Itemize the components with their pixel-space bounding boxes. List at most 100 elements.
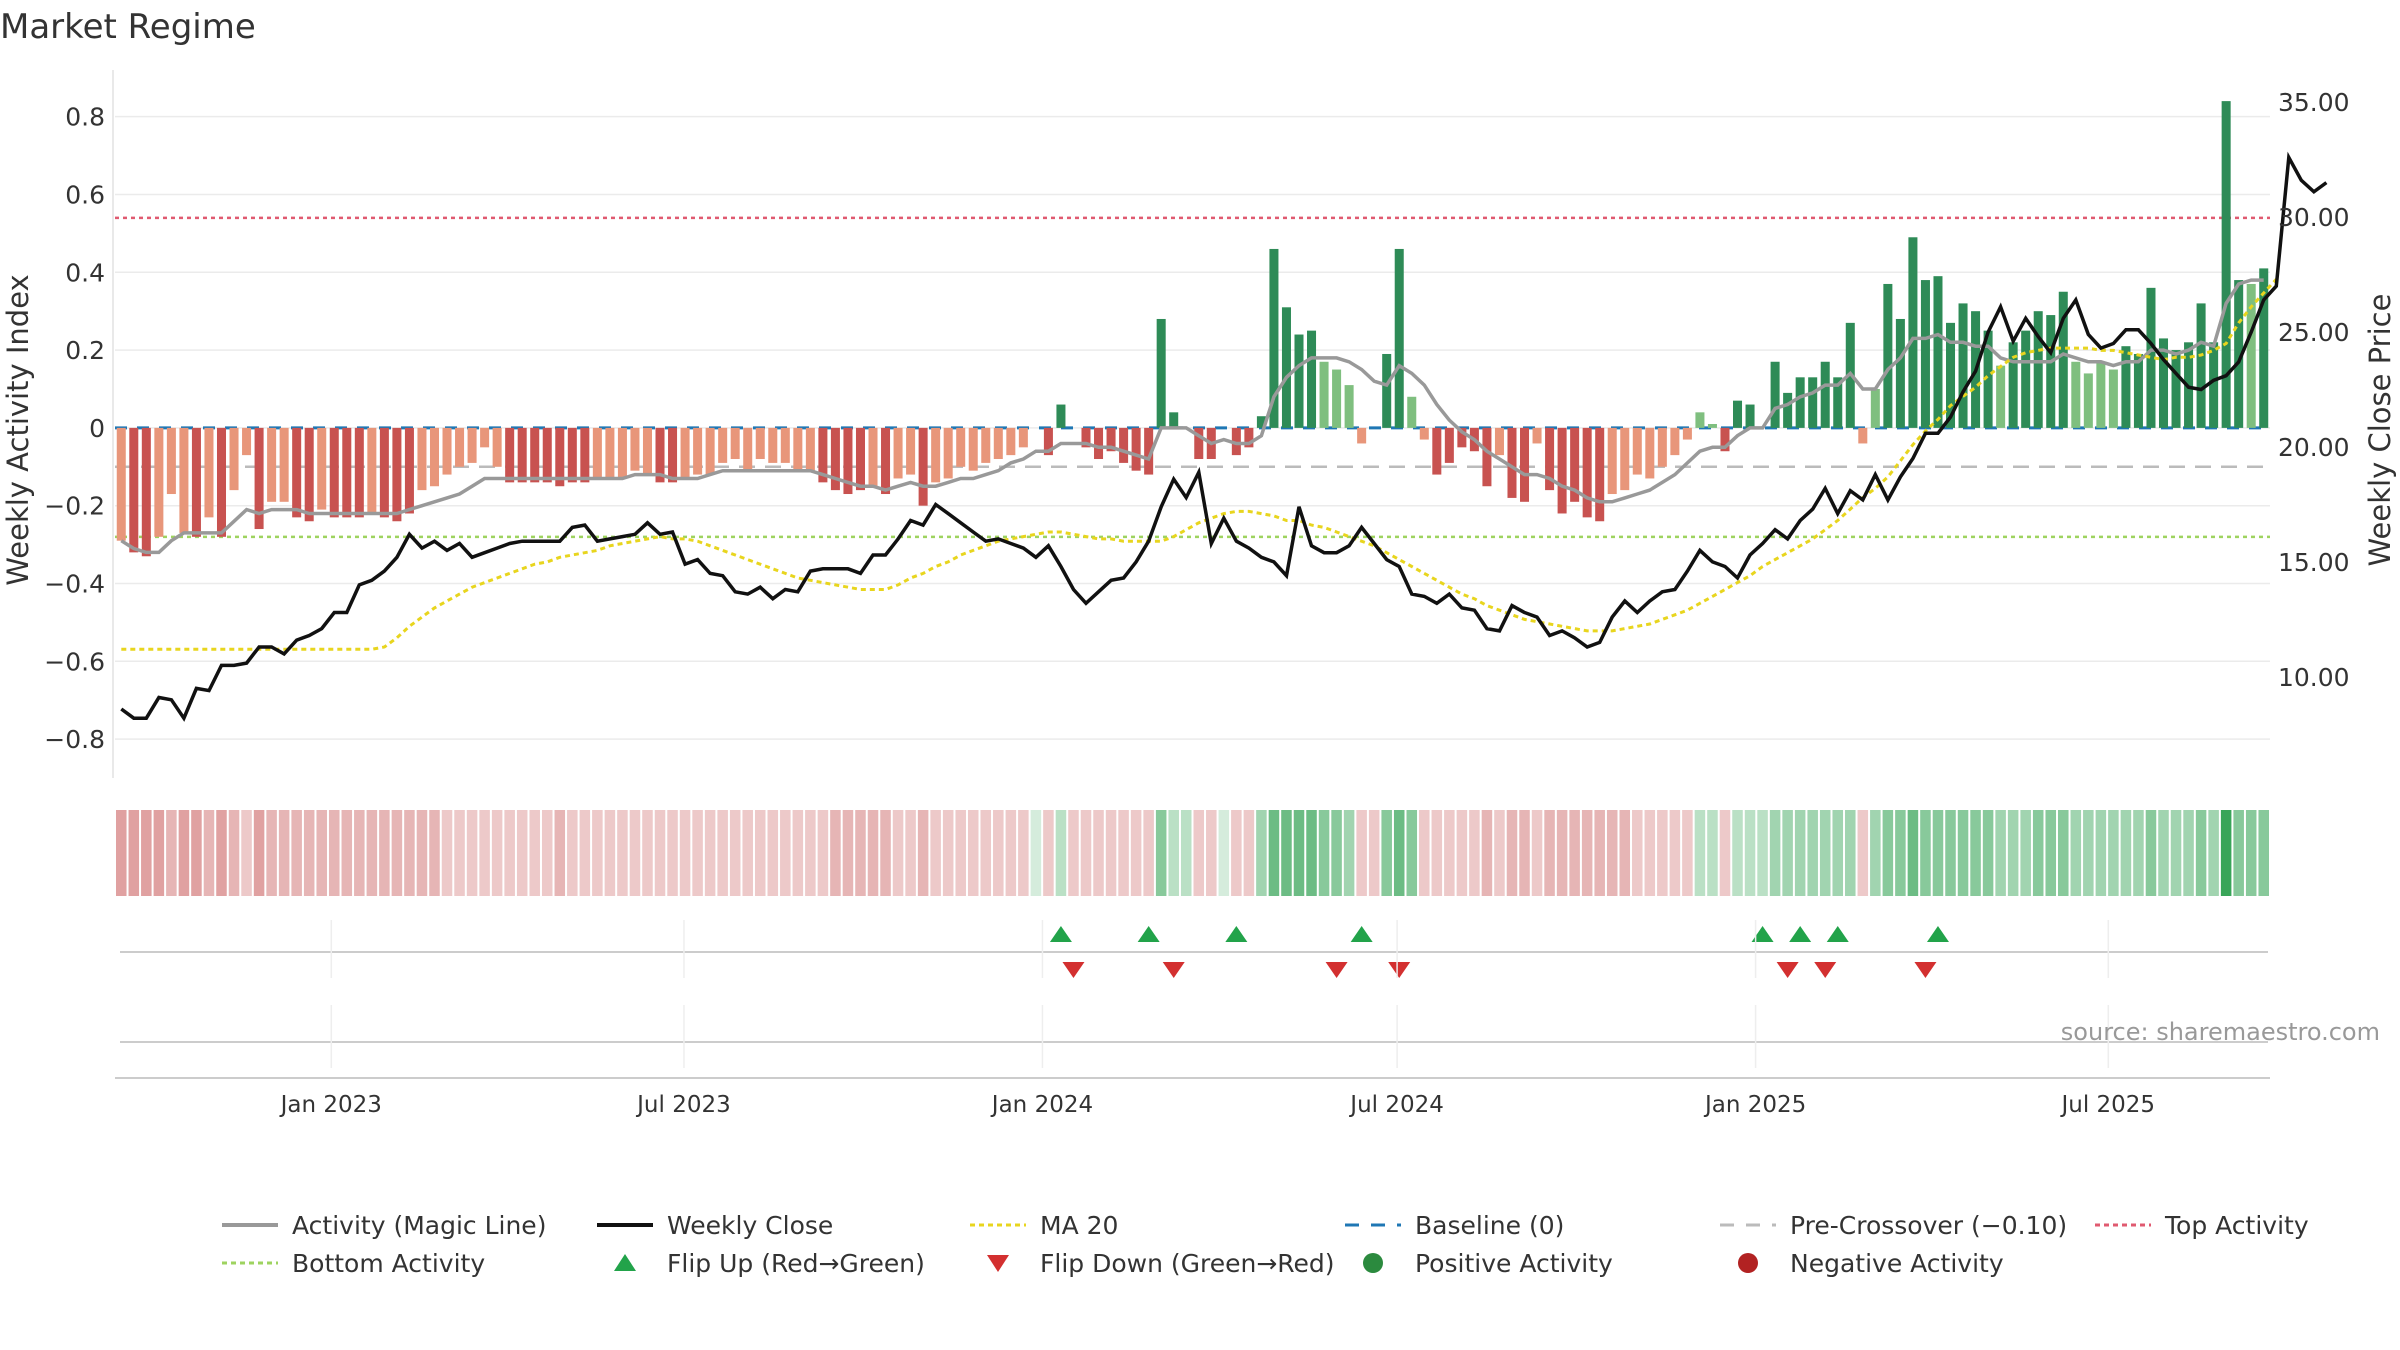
regime-strip-cell xyxy=(228,810,240,896)
activity-bar xyxy=(1745,404,1755,428)
y-tick-label-left: −0.4 xyxy=(44,569,105,598)
regime-strip-cell xyxy=(429,810,440,896)
activity-bar xyxy=(1883,283,1893,428)
activity-bar xyxy=(166,427,176,495)
regime-strip-cell xyxy=(1694,810,1706,896)
series-lines xyxy=(120,151,2328,722)
activity-bar xyxy=(1482,427,1492,487)
activity-bar xyxy=(2146,287,2156,428)
regime-strip-cell xyxy=(1744,810,1756,896)
activity-bar xyxy=(1908,237,1918,428)
regime-strip-cell xyxy=(1832,810,1844,896)
legend-label: Weekly Close xyxy=(667,1211,833,1240)
regime-strip-cell xyxy=(2145,810,2157,896)
activity-bar xyxy=(1357,427,1367,444)
regime-strip-cell xyxy=(541,810,553,896)
activity-bar xyxy=(1043,427,1053,456)
activity-bar xyxy=(1632,427,1642,475)
regime-strip-cell xyxy=(1945,810,1956,896)
activity-bar xyxy=(2033,311,2043,428)
legend: Activity (Magic Line) Weekly Close MA 20 Ba… xyxy=(222,1211,2309,1278)
regime-strip-cell xyxy=(178,810,190,896)
regime-strip-cell xyxy=(1093,810,1104,896)
regime-strip-cell xyxy=(1982,810,1994,896)
regime-strip-cell xyxy=(2158,810,2169,896)
regime-strip-cell xyxy=(2258,810,2269,896)
activity-bar xyxy=(630,427,640,471)
flip-up-marker xyxy=(1751,926,1774,942)
regime-strip-cell xyxy=(579,810,591,896)
regime-strip-cell xyxy=(1306,810,1317,896)
activity-bar xyxy=(1933,276,1943,428)
activity-bar xyxy=(1532,427,1542,444)
regime-strip-cell xyxy=(454,810,465,896)
regime-strip-cell xyxy=(316,810,327,896)
activity-bar xyxy=(229,427,239,491)
activity-bar xyxy=(417,427,427,491)
flip-up-marker xyxy=(1826,926,1849,942)
activity-bar xyxy=(968,427,978,471)
activity-bar xyxy=(705,427,715,475)
flip-up-marker xyxy=(1926,926,1949,942)
regime-strip-cell xyxy=(1180,810,1192,896)
activity-bar xyxy=(1733,400,1743,428)
activity-bar xyxy=(1119,427,1129,463)
activity-bar xyxy=(818,427,828,483)
activity-bar xyxy=(855,427,865,491)
x-tick-label: Jan 2024 xyxy=(990,1092,1093,1118)
regime-strip-cell xyxy=(1644,810,1656,896)
y-tick-label-right: 15.00 xyxy=(2278,548,2350,577)
activity-bar xyxy=(592,427,602,479)
regime-strip-cell xyxy=(1368,810,1380,896)
regime-strip-cell xyxy=(354,810,365,896)
activity-bar xyxy=(517,427,527,483)
regime-strip-cell xyxy=(930,810,941,896)
regime-strip-cell xyxy=(266,810,277,896)
activity-bar xyxy=(216,427,227,537)
regime-strip-cell xyxy=(128,810,140,896)
regime-strip-cell xyxy=(1356,810,1367,896)
activity-bar xyxy=(379,427,389,518)
regime-strip-cell xyxy=(2245,810,2257,896)
regime-strip-cell xyxy=(1819,810,1831,896)
regime-strip-cell xyxy=(767,810,779,896)
regime-strip-cell xyxy=(2133,810,2144,896)
regime-strip-cell xyxy=(1231,810,1242,896)
regime-strip-cell xyxy=(2195,810,2207,896)
regime-strip-cell xyxy=(1268,810,1280,896)
regime-strip-cell xyxy=(1143,810,1154,896)
activity-bar xyxy=(367,427,377,514)
activity-bar xyxy=(191,427,201,537)
y-tick-label-left: −0.6 xyxy=(44,647,105,676)
activity-bar xyxy=(2096,361,2106,428)
activity-bar xyxy=(1006,427,1016,456)
activity-bar xyxy=(2121,346,2131,428)
regime-strip-cell xyxy=(1318,810,1330,896)
activity-bar xyxy=(292,427,302,518)
activity-bar xyxy=(1657,427,1667,467)
regime-strip-cell xyxy=(1155,810,1167,896)
activity-bar xyxy=(642,427,652,475)
regime-strip-cell xyxy=(1068,810,1079,896)
regime-strip-cell xyxy=(1581,810,1593,896)
y-tick-label-left: 0.6 xyxy=(65,180,105,209)
x-tick-label: Jul 2025 xyxy=(2059,1092,2155,1118)
activity-bar xyxy=(429,427,440,487)
regime-strip-cell xyxy=(754,810,766,896)
regime-strip-cell xyxy=(203,810,215,896)
regime-strip-cell xyxy=(1055,810,1067,896)
activity-bar xyxy=(1244,427,1254,448)
regime-strip-cell xyxy=(1544,810,1555,896)
activity-bar xyxy=(1595,427,1605,522)
regime-strip-cell xyxy=(1794,810,1806,896)
activity-bar xyxy=(1444,427,1454,463)
flip-up-marker xyxy=(1350,926,1373,942)
regime-strip-cell xyxy=(416,810,428,896)
x-tick-label: Jul 2024 xyxy=(1348,1092,1444,1118)
regime-strip-cell xyxy=(1907,810,1919,896)
legend-label: Flip Up (Red→Green) xyxy=(667,1249,925,1278)
x-tick-label: Jul 2023 xyxy=(635,1092,731,1118)
regime-strip-cell xyxy=(867,810,879,896)
activity-bar xyxy=(1144,427,1154,475)
activity-bar xyxy=(605,427,615,479)
